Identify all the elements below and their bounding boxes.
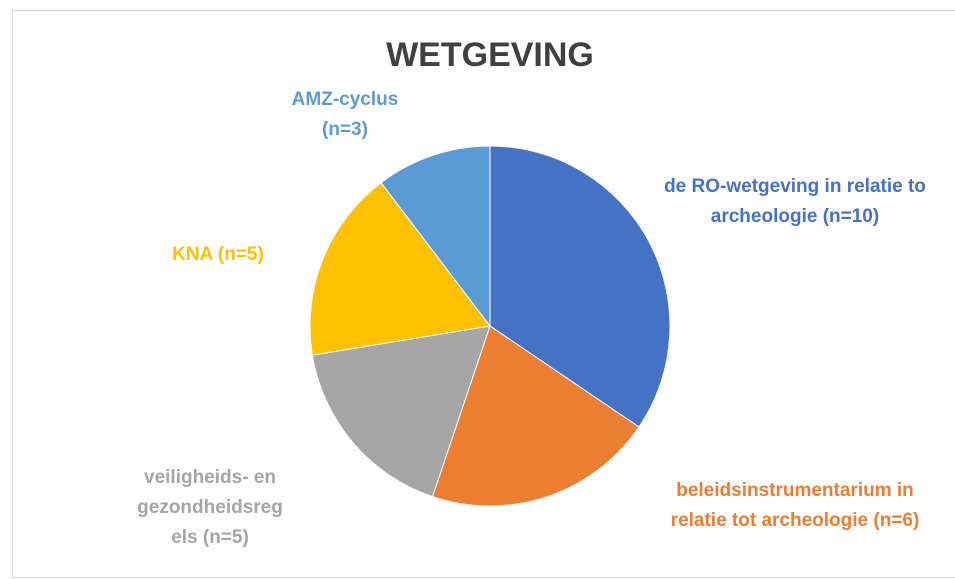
pie-slice xyxy=(311,325,491,498)
slice-label: gezondheidsreg xyxy=(137,497,283,518)
slice-label: archeologie (n=10) xyxy=(711,206,879,227)
slice-label: KNA (n=5) xyxy=(172,244,264,265)
slice-label: de RO-wetgeving in relatie to xyxy=(664,176,926,197)
pie-slice xyxy=(309,182,491,356)
pie-slice xyxy=(431,325,640,507)
slice-label: (n=3) xyxy=(322,119,368,140)
slice-label: relatie tot archeologie (n=6) xyxy=(671,510,920,531)
slice-label: veiligheids- en xyxy=(144,467,276,488)
chart-title: WETGEVING xyxy=(386,36,594,74)
slice-label: AMZ-cyclus xyxy=(292,89,399,110)
slice-label: els (n=5) xyxy=(171,527,249,548)
pie-slice xyxy=(380,145,491,328)
pie-slice xyxy=(489,145,671,428)
slice-label: beleidsinstrumentarium in xyxy=(676,480,914,501)
